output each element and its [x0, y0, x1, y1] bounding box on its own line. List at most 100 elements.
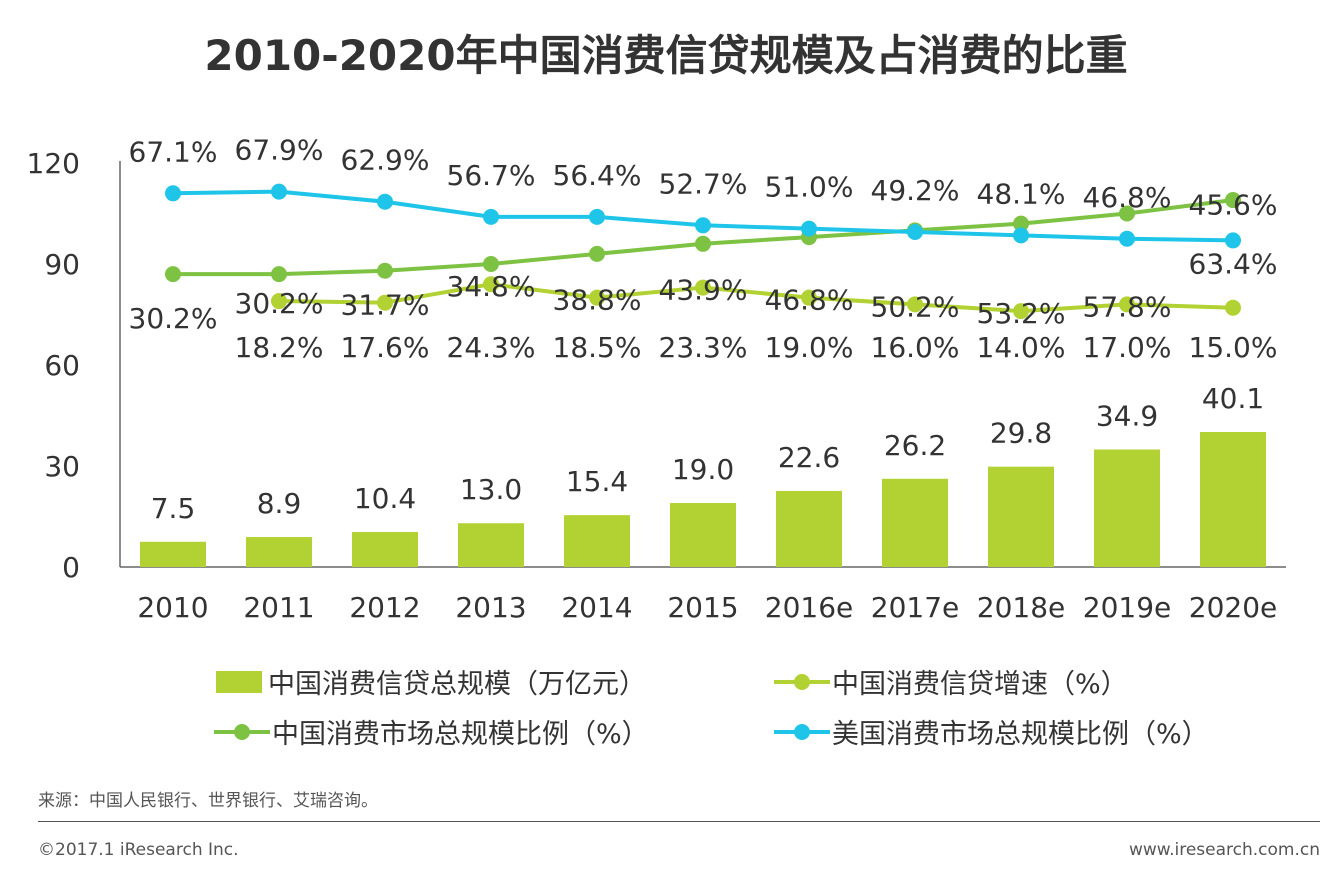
cn-ratio-label: 57.8% — [1083, 290, 1172, 323]
bar — [882, 478, 948, 567]
credit-growth-point — [589, 289, 605, 306]
cn-ratio-point — [1119, 205, 1135, 222]
cn-ratio-label: 30.2% — [235, 287, 324, 320]
bar-value-label: 8.9 — [257, 487, 302, 520]
legend-swatch-bar — [216, 670, 262, 693]
credit-growth-point — [377, 294, 393, 311]
x-tick-label: 2011 — [243, 591, 314, 624]
bar — [988, 466, 1054, 567]
chart-area: 0 30 60 90 120 2010 2011 2012 2013 2014 2015 2016e 2… — [27, 134, 1286, 624]
footer-divider — [38, 821, 1320, 822]
credit-growth-label: 19.0% — [765, 331, 854, 364]
x-tick-label: 2012 — [349, 591, 420, 624]
us-ratio-label: 52.7% — [659, 167, 748, 200]
bar-value-label: 15.4 — [566, 465, 628, 498]
us-ratio-point — [483, 208, 499, 225]
us-ratio-point — [1225, 232, 1241, 249]
credit-growth-label: 18.5% — [553, 331, 642, 364]
us-ratio-point — [907, 224, 923, 241]
legend-label-credit-growth: 中国消费信贷增速（%） — [832, 669, 1128, 700]
x-tick-label: 2015 — [667, 591, 738, 624]
us-ratio-point — [165, 185, 181, 202]
x-tick-label: 2018e — [977, 591, 1065, 624]
credit-growth-point — [483, 276, 499, 293]
us-ratio-label: 62.9% — [341, 144, 430, 177]
cn-ratio-point — [271, 266, 287, 283]
credit-growth-label: 14.0% — [977, 331, 1066, 364]
x-tick-label: 2020e — [1189, 591, 1277, 624]
credit-growth-point — [1225, 299, 1241, 316]
credit-growth-point — [695, 279, 711, 296]
legend-item-cn-ratio: 中国消费市场总规模比例（%） — [214, 712, 649, 751]
cn-ratio-label: 63.4% — [1189, 248, 1278, 281]
credit-growth-point — [907, 296, 923, 313]
us-ratio-label: 56.7% — [447, 159, 536, 192]
us-ratio-label: 45.6% — [1189, 188, 1278, 221]
us-ratio-point — [801, 220, 817, 237]
website-link[interactable]: www.iresearch.com.cn — [1128, 840, 1320, 860]
y-tick-label: 90 — [44, 248, 80, 281]
credit-growth-label: 17.6% — [341, 331, 430, 364]
us-ratio-point — [1119, 230, 1135, 247]
bar-value-label: 10.4 — [354, 482, 416, 515]
legend-label-cn-ratio: 中国消费市场总规模比例（%） — [272, 719, 649, 750]
credit-growth-point — [1013, 303, 1029, 320]
bar-value-label: 34.9 — [1096, 400, 1158, 433]
legend-swatch-cn-ratio — [214, 721, 270, 743]
cn-ratio-label: 30.2% — [129, 302, 218, 335]
bar-value-label: 26.2 — [884, 429, 946, 462]
x-tick-label: 2016e — [765, 591, 853, 624]
bar — [458, 523, 524, 567]
bar — [670, 503, 736, 567]
us-ratio-label: 46.8% — [1083, 181, 1172, 214]
bar-value-label: 13.0 — [460, 473, 522, 506]
us-ratio-label: 56.4% — [553, 159, 642, 192]
legend-item-total-credit: 中国消费信贷总规模（万亿元） — [216, 662, 646, 701]
us-ratio-label: 67.1% — [129, 135, 218, 168]
bar-value-label: 7.5 — [151, 492, 196, 525]
credit-growth-label: 23.3% — [659, 331, 748, 364]
us-ratio-label: 49.2% — [871, 174, 960, 207]
us-ratio-point — [1013, 227, 1029, 244]
y-tick-label: 60 — [44, 349, 80, 382]
legend-label-us-ratio: 美国消费市场总规模比例（%） — [832, 719, 1209, 750]
legend-label-total-credit: 中国消费信贷总规模（万亿元） — [268, 669, 646, 700]
cn-ratio-label: 46.8% — [765, 284, 854, 317]
cn-ratio-label: 38.8% — [553, 284, 642, 317]
cn-ratio-point — [165, 266, 181, 283]
us-ratio-label: 51.0% — [765, 171, 854, 204]
credit-growth-label: 24.3% — [447, 331, 536, 364]
bar — [246, 537, 312, 567]
x-tick-label: 2019e — [1083, 591, 1171, 624]
legend-item-us-ratio: 美国消费市场总规模比例（%） — [774, 712, 1209, 751]
source-note: 来源：中国人民银行、世界银行、艾瑞咨询。 — [38, 791, 378, 811]
legend-swatch-us-ratio — [774, 721, 830, 743]
us-ratio-label: 48.1% — [977, 177, 1066, 210]
cn-ratio-label: 43.9% — [659, 274, 748, 307]
bar — [1200, 431, 1266, 567]
credit-growth-label: 18.2% — [235, 331, 324, 364]
x-tick-label: 2017e — [871, 591, 959, 624]
cn-ratio-label: 53.2% — [977, 297, 1066, 330]
cn-ratio-point — [695, 235, 711, 252]
bar — [1094, 449, 1160, 567]
bar — [564, 515, 630, 567]
bar-value-label: 22.6 — [778, 441, 840, 474]
credit-growth-label: 16.0% — [871, 331, 960, 364]
y-tick-label: 0 — [62, 551, 80, 584]
cn-ratio-point — [1225, 192, 1241, 209]
cn-ratio-point — [377, 262, 393, 279]
bar — [352, 531, 418, 567]
legend: 中国消费信贷总规模（万亿元） 中国消费信贷增速（%） 中国消费市场总规模比例（%… — [0, 650, 1332, 760]
bar-value-label: 29.8 — [990, 417, 1052, 450]
us-ratio-point — [695, 217, 711, 234]
us-ratio-point — [271, 183, 287, 200]
us-ratio-point — [377, 193, 393, 210]
credit-growth-label: 15.0% — [1189, 331, 1278, 364]
cn-ratio-point — [483, 256, 499, 272]
bar — [776, 490, 842, 567]
credit-growth-label: 17.0% — [1083, 331, 1172, 364]
us-ratio-label: 67.9% — [235, 134, 324, 167]
us-ratio-point — [589, 208, 605, 225]
bar-value-label: 40.1 — [1202, 382, 1264, 415]
